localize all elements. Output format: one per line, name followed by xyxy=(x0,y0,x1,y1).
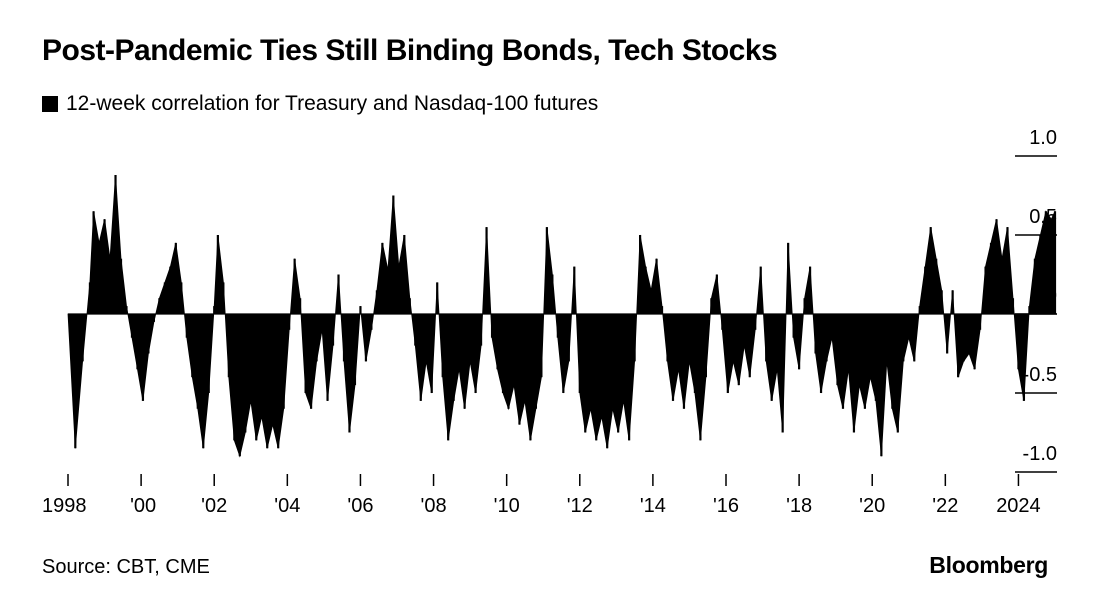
legend-swatch xyxy=(42,96,58,112)
legend: 12-week correlation for Treasury and Nas… xyxy=(42,92,598,116)
x-tick-label: '22 xyxy=(932,495,958,517)
x-tick-label: '02 xyxy=(201,495,227,517)
x-tick-label: '20 xyxy=(859,495,885,517)
x-tick-label: '12 xyxy=(567,495,593,517)
y-tick-label: -0.5 xyxy=(1023,364,1057,386)
x-tick-label: '00 xyxy=(130,495,156,517)
x-tick-label: '06 xyxy=(347,495,373,517)
y-tick-label: -1.0 xyxy=(1023,443,1057,465)
x-tick-label: '04 xyxy=(274,495,300,517)
x-tick-label: '18 xyxy=(786,495,812,517)
x-axis: 1998 '00 '02 '04 '06 '08 '10 '12 '14 '16 '18 '20 '22… xyxy=(42,474,1041,517)
x-tick-label: '08 xyxy=(421,495,447,517)
x-tick-label: '10 xyxy=(494,495,520,517)
source-note: Source: CBT, CME xyxy=(42,556,210,578)
y-tick-label: 1.0 xyxy=(1029,127,1057,149)
correlation-series xyxy=(67,174,1056,458)
x-tick-label: 2024 xyxy=(996,495,1041,517)
x-tick-label: '16 xyxy=(713,495,739,517)
bloomberg-logo: Bloomberg xyxy=(929,552,1048,578)
legend-label: 12-week correlation for Treasury and Nas… xyxy=(66,92,599,115)
x-tick-label: '14 xyxy=(640,495,666,517)
plot-area xyxy=(67,174,1057,458)
x-tick-label: 1998 xyxy=(42,495,87,517)
chart-title: Post-Pandemic Ties Still Binding Bonds, … xyxy=(42,34,778,67)
